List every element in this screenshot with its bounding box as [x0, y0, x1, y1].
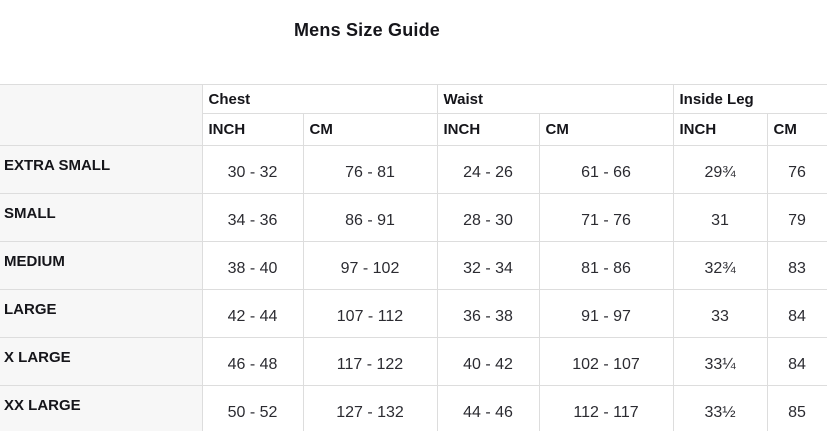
- table-row: LARGE 42 - 44 107 - 112 36 - 38 91 - 97 …: [0, 289, 827, 338]
- cell-inside-leg-cm: 79: [766, 193, 827, 242]
- inside-leg-inch-header: INCH: [672, 113, 768, 146]
- group-header-chest: Chest: [201, 84, 438, 114]
- group-header-inside-leg: Inside Leg: [672, 84, 827, 114]
- cell-inside-leg-cm: 84: [766, 289, 827, 338]
- cell-inside-leg-inch: 33¼: [672, 337, 768, 386]
- table-row: EXTRA SMALL 30 - 32 76 - 81 24 - 26 61 -…: [0, 145, 827, 194]
- chest-cm-header: CM: [302, 113, 438, 146]
- group-header-waist: Waist: [436, 84, 674, 114]
- cell-inside-leg-cm: 76: [766, 145, 827, 194]
- cell-chest-cm: 97 - 102: [302, 241, 438, 290]
- cell-waist-inch: 32 - 34: [436, 241, 540, 290]
- page-title: Mens Size Guide: [293, 20, 441, 40]
- cell-chest-cm: 76 - 81: [302, 145, 438, 194]
- cell-waist-cm: 91 - 97: [538, 289, 674, 338]
- size-row-label: XX LARGE: [0, 385, 203, 431]
- cell-inside-leg-cm: 84: [766, 337, 827, 386]
- cell-chest-inch: 50 - 52: [201, 385, 304, 431]
- group-header-row: Chest Waist Inside Leg: [0, 84, 827, 146]
- table-row: X LARGE 46 - 48 117 - 122 40 - 42 102 - …: [0, 337, 827, 386]
- cell-inside-leg-inch: 33: [672, 289, 768, 338]
- cell-inside-leg-inch: 32¾: [672, 241, 768, 290]
- cell-chest-inch: 38 - 40: [201, 241, 304, 290]
- table-row: MEDIUM 38 - 40 97 - 102 32 - 34 81 - 86 …: [0, 241, 827, 290]
- cell-inside-leg-inch: 33½: [672, 385, 768, 431]
- cell-chest-inch: 46 - 48: [201, 337, 304, 386]
- cell-chest-cm: 107 - 112: [302, 289, 438, 338]
- cell-waist-cm: 71 - 76: [538, 193, 674, 242]
- cell-waist-cm: 81 - 86: [538, 241, 674, 290]
- size-row-label: SMALL: [0, 193, 203, 242]
- cell-waist-cm: 112 - 117: [538, 385, 674, 431]
- cell-inside-leg-inch: 29¾: [672, 145, 768, 194]
- cell-waist-inch: 24 - 26: [436, 145, 540, 194]
- table-row: SMALL 34 - 36 86 - 91 28 - 30 71 - 76 31…: [0, 193, 827, 242]
- cell-waist-cm: 61 - 66: [538, 145, 674, 194]
- cell-chest-cm: 86 - 91: [302, 193, 438, 242]
- cell-waist-inch: 40 - 42: [436, 337, 540, 386]
- size-row-label: X LARGE: [0, 337, 203, 386]
- cell-inside-leg-cm: 85: [766, 385, 827, 431]
- cell-waist-inch: 44 - 46: [436, 385, 540, 431]
- size-row-label: MEDIUM: [0, 241, 203, 290]
- corner-cell: [0, 84, 203, 146]
- cell-chest-inch: 34 - 36: [201, 193, 304, 242]
- size-row-label: LARGE: [0, 289, 203, 338]
- waist-cm-header: CM: [538, 113, 674, 146]
- table-row: XX LARGE 50 - 52 127 - 132 44 - 46 112 -…: [0, 385, 827, 431]
- cell-chest-inch: 42 - 44: [201, 289, 304, 338]
- waist-inch-header: INCH: [436, 113, 540, 146]
- cell-inside-leg-cm: 83: [766, 241, 827, 290]
- chest-inch-header: INCH: [202, 113, 304, 146]
- cell-chest-inch: 30 - 32: [201, 145, 304, 194]
- cell-waist-cm: 102 - 107: [538, 337, 674, 386]
- inside-leg-cm-header: CM: [766, 113, 827, 146]
- cell-chest-cm: 117 - 122: [302, 337, 438, 386]
- cell-waist-inch: 36 - 38: [436, 289, 540, 338]
- cell-chest-cm: 127 - 132: [302, 385, 438, 431]
- cell-inside-leg-inch: 31: [672, 193, 768, 242]
- size-row-label: EXTRA SMALL: [0, 145, 203, 194]
- size-guide-table: Chest Waist Inside Leg INCH CM INCH CM I…: [0, 84, 827, 431]
- cell-waist-inch: 28 - 30: [436, 193, 540, 242]
